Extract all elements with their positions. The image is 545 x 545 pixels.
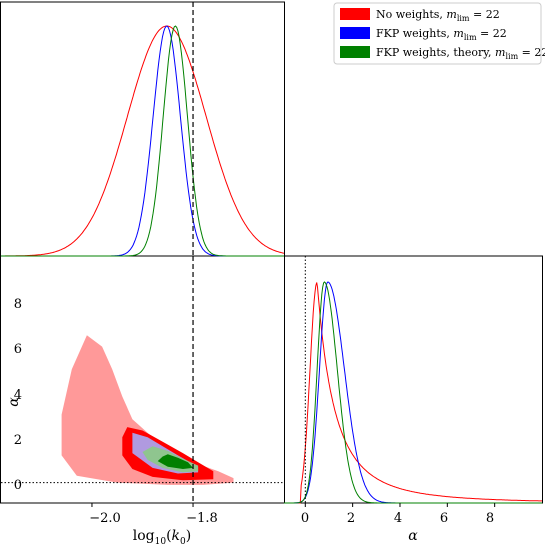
panel-bottom-left — [0, 256, 284, 507]
y-tick-label: 6 — [14, 342, 22, 357]
legend-label: No weights, mlim = 22 — [376, 8, 500, 23]
legend-label: FKP weights, theory, mlim = 22 — [376, 46, 545, 61]
posterior-curve-alpha — [284, 281, 542, 504]
y-tick-label: 4 — [14, 388, 22, 403]
x-tick-label: 6 — [440, 511, 448, 526]
x-tick-label: 2 — [347, 511, 355, 526]
contour-region — [157, 454, 193, 469]
panel-top-left — [1, 2, 285, 257]
posterior-curve-k0 — [1, 25, 284, 257]
legend-swatch — [340, 27, 370, 39]
y-tick-label: 0 — [14, 478, 22, 493]
legend: No weights, mlim = 22 FKP weights, mlim … — [333, 2, 545, 65]
posterior-curve-alpha — [284, 281, 542, 504]
legend-swatch — [340, 8, 370, 20]
y-axis-label-alpha: α — [6, 397, 22, 407]
x-tick-label: −1.8 — [186, 511, 218, 526]
posterior-curve-k0 — [1, 25, 285, 257]
contour-region — [61, 335, 234, 485]
x-axis-label-alpha: α — [408, 528, 418, 544]
legend-frame — [333, 2, 542, 65]
legend-label: FKP weights, mlim = 22 — [376, 27, 507, 42]
x-tick-label: 0 — [301, 511, 309, 526]
x-tick-label: 8 — [486, 511, 494, 526]
panel-bottom-right-frame — [284, 255, 543, 504]
y-tick-label: 2 — [14, 433, 22, 448]
posterior-curve-alpha — [284, 282, 542, 504]
y-tick-label: 8 — [14, 297, 22, 312]
x-tick-label: 4 — [394, 511, 402, 526]
panel-bottom-right — [284, 256, 542, 507]
legend-swatch — [340, 46, 370, 58]
x-axis-label-log-k0: log10(k0) — [133, 528, 191, 545]
x-tick-label: −2.0 — [89, 511, 121, 526]
posterior-curve-k0 — [1, 25, 284, 257]
